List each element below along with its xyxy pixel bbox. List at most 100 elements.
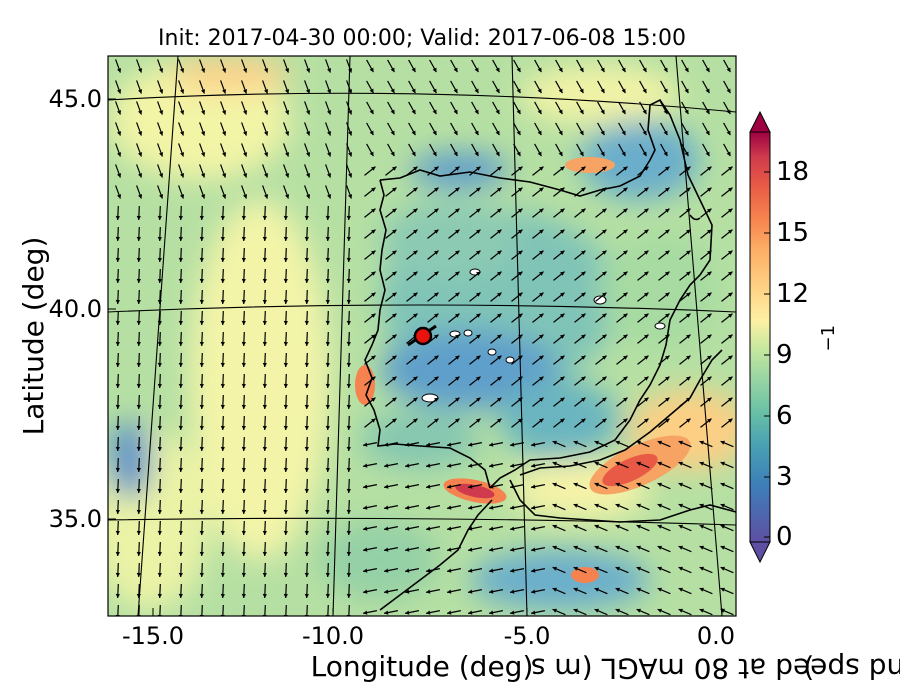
wind-arrow-head xyxy=(497,376,502,381)
wind-arrow-head xyxy=(665,313,670,318)
wind-arrow-head xyxy=(474,88,479,94)
wind-arrow-head xyxy=(115,530,120,535)
wind-arrow-head xyxy=(115,488,120,493)
wind-arrow-head xyxy=(285,110,290,115)
wind-arrow-head xyxy=(663,130,668,136)
wind-arrow-head xyxy=(426,442,431,447)
wind-arrow-head xyxy=(518,355,523,360)
wind-arrow-head xyxy=(392,208,397,213)
wind-arrow-head xyxy=(657,608,662,613)
wind-arrow-head xyxy=(157,467,162,472)
wind-arrow-head xyxy=(665,271,670,276)
x-tick-label: 0.0 xyxy=(696,622,736,650)
wind-arrow-head xyxy=(371,166,376,171)
wind-arrow-head xyxy=(157,572,162,577)
wind-arrow-head xyxy=(678,503,683,508)
wind-arrow-head xyxy=(405,463,410,468)
wind-arrow-head xyxy=(581,313,586,318)
wind-arrow-head xyxy=(241,425,246,430)
wind-arrow-head xyxy=(346,236,351,241)
wind-arrow-head xyxy=(623,229,628,234)
wind-arrow-head xyxy=(602,250,607,255)
wind-arrow-head xyxy=(489,589,494,594)
wind-arrow-head xyxy=(117,152,122,157)
wind-arrow-head xyxy=(728,166,733,171)
map-frame xyxy=(107,55,737,617)
wind-arrow-head xyxy=(283,551,288,556)
wind-arrow-head xyxy=(434,418,439,423)
wind-arrow-head xyxy=(201,89,206,94)
wind-arrow-head xyxy=(178,257,183,262)
wind-arrow-head xyxy=(371,250,376,255)
wind-arrow-head xyxy=(220,551,225,556)
wind-arrow-head xyxy=(371,208,376,213)
wind-arrow-head xyxy=(476,187,481,192)
wind-arrow-head xyxy=(552,587,557,592)
wind-arrow-head xyxy=(264,110,269,115)
wind-arrow-head xyxy=(665,292,670,297)
wind-arrow-head xyxy=(489,610,494,615)
wind-arrow-head xyxy=(497,271,502,276)
wind-arrow-head xyxy=(392,397,397,402)
wind-arrow-head xyxy=(665,397,670,402)
wind-arrow-head xyxy=(518,313,523,318)
wind-arrow-head xyxy=(623,208,628,213)
wind-arrow-head xyxy=(178,425,183,430)
wind-arrow-head xyxy=(392,418,397,423)
wind-arrow-head xyxy=(222,89,227,94)
wind-arrow-head xyxy=(241,530,246,535)
wind-arrow-head xyxy=(304,362,309,367)
wind-arrow-head xyxy=(371,376,376,381)
wind-arrow-head xyxy=(516,151,521,157)
wind-arrow-head xyxy=(686,397,691,402)
graticule xyxy=(108,56,736,616)
wind-arrow-head xyxy=(644,313,649,318)
wind-arrow-head xyxy=(390,88,395,94)
x-tick-label: -10.0 xyxy=(301,622,365,650)
wind-arrow-head xyxy=(720,524,725,529)
wind-arrow-head xyxy=(623,292,628,297)
wind-arrow-head xyxy=(201,131,206,136)
wind-arrow-head xyxy=(636,524,641,529)
wind-arrow-head xyxy=(180,110,185,115)
wind-arrow-head xyxy=(516,109,521,115)
wind-arrow-head xyxy=(623,355,628,360)
wind-arrow-head xyxy=(285,152,290,157)
wind-arrow-head xyxy=(705,130,710,136)
wind-arrow-head xyxy=(468,568,473,573)
wind-arrow-head xyxy=(539,355,544,360)
wind-arrow-head xyxy=(262,593,267,598)
wind-arrow-head xyxy=(468,505,473,510)
wind-arrow-head xyxy=(602,292,607,297)
wind-vectors xyxy=(115,59,734,616)
wind-arrow-head xyxy=(602,355,607,360)
wind-arrow-head xyxy=(516,130,521,136)
wind-arrow-head xyxy=(636,608,641,613)
wind-arrow-head xyxy=(426,505,431,510)
wind-arrow-head xyxy=(434,229,439,234)
wind-arrow-head xyxy=(552,566,557,571)
wind-arrow-head xyxy=(497,313,502,318)
wind-arrow-head xyxy=(453,67,458,73)
wind-arrow-head xyxy=(623,397,628,402)
wind-arrow-head xyxy=(390,109,395,115)
wind-arrow xyxy=(201,604,203,616)
wind-arrow-head xyxy=(159,131,164,136)
wind-arrow-head xyxy=(678,545,683,550)
wind-arrow-head xyxy=(476,334,481,339)
wind-arrow xyxy=(117,604,119,616)
wind-arrow-head xyxy=(455,208,460,213)
wind-arrow-head xyxy=(220,572,225,577)
wind-arrow-head xyxy=(262,299,267,304)
wind-arrow-head xyxy=(115,278,120,283)
wind-arrow-head xyxy=(283,467,288,472)
wind-arrow-head xyxy=(304,488,309,493)
wind-arrow-head xyxy=(199,425,204,430)
wind-arrow-head xyxy=(636,482,641,487)
wind-arrow-head xyxy=(306,68,311,73)
wind-arrow-head xyxy=(728,187,733,192)
wind-arrow-head xyxy=(707,187,712,192)
wind-arrow-head xyxy=(657,587,662,592)
wind-arrow-head xyxy=(327,89,332,94)
wind-arrow-head xyxy=(262,278,267,283)
